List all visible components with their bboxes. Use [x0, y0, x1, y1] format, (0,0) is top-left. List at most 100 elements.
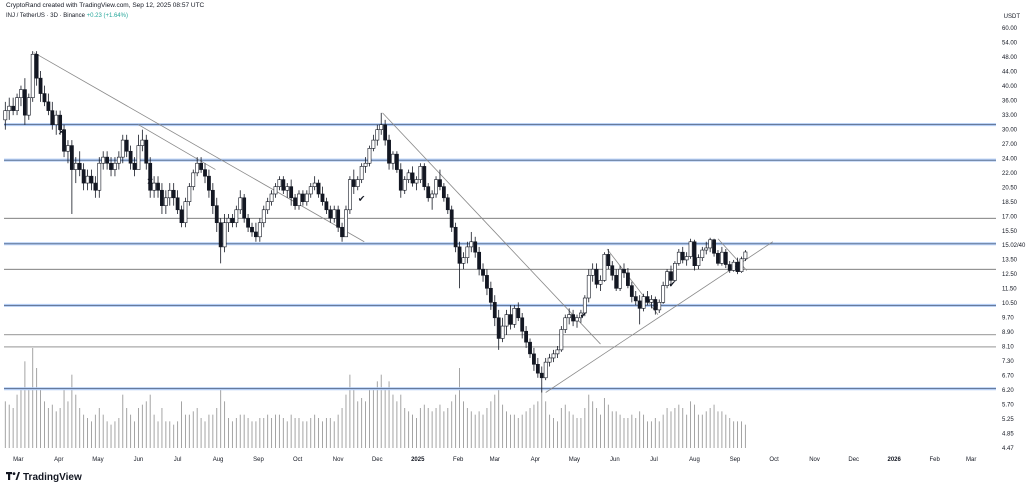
candle-down [727, 264, 732, 271]
candle-down [532, 353, 536, 365]
candle-down [207, 175, 211, 191]
candle-up [140, 139, 145, 146]
price-tick-label: 17.00 [1002, 214, 1018, 220]
candle-up [563, 317, 568, 330]
candle-down [449, 209, 454, 228]
time-tick-label: May [92, 457, 103, 463]
price-tick-label: 54.00 [1002, 40, 1018, 46]
candle-down [175, 197, 180, 211]
sell-marker: ✕ [58, 128, 66, 138]
candle-up [15, 97, 19, 111]
time-tick-label: Feb [453, 457, 464, 463]
candle-down [160, 189, 164, 206]
chart-credit: CryptoRand created with TradingView.com,… [6, 2, 205, 9]
candle-down [203, 169, 207, 177]
candle-up [238, 197, 243, 211]
candle-up [649, 299, 654, 303]
candle-down [496, 317, 501, 339]
candle-down [351, 179, 356, 187]
candle-down [606, 254, 611, 266]
candle-down [438, 179, 442, 187]
candle-down [38, 77, 43, 94]
candle-up [434, 179, 438, 195]
candle-up [85, 175, 90, 184]
candle-up [500, 325, 505, 339]
candle-down [148, 162, 153, 191]
buy-marker: ✔ [669, 280, 677, 290]
time-tick-label: Jul [174, 457, 182, 463]
time-tick-label: Jun [610, 457, 620, 463]
candle-down [716, 252, 720, 264]
candle-up [265, 201, 270, 211]
candle-down [105, 156, 110, 164]
candle-up [559, 329, 564, 351]
candle-up [73, 162, 78, 170]
candle-down [22, 89, 27, 116]
candle-down [520, 317, 525, 332]
time-tick-label: Apr [54, 457, 63, 463]
time-tick-label: Oct [293, 457, 303, 463]
candle-up [261, 209, 266, 224]
candle-up [700, 249, 705, 258]
candlesticks [3, 51, 748, 393]
candle-up [402, 179, 407, 191]
candle-up [696, 257, 701, 266]
trendline [138, 124, 216, 170]
candle-up [367, 148, 372, 164]
candle-up [708, 239, 713, 249]
price-tick-label: 30.00 [1002, 127, 1018, 133]
candle-up [297, 193, 301, 206]
price-tick-label: 36.00 [1002, 98, 1018, 104]
candle-down [11, 105, 16, 111]
candle-up [575, 317, 579, 322]
price-tick-label: 48.00 [1002, 55, 1018, 61]
candle-down [453, 226, 458, 248]
candle-up [555, 349, 560, 355]
tradingview-brand[interactable]: TradingView [6, 472, 82, 483]
candle-down [614, 275, 619, 289]
trendline [33, 52, 365, 243]
symbol-info[interactable]: INJ / TetherUS · 3D · Binance +0.23 (+1.… [6, 13, 128, 19]
candle-down [242, 197, 247, 219]
price-tick-label: 5.25 [1002, 417, 1014, 423]
price-tick-label: 15.50 [1002, 229, 1018, 235]
candle-up [344, 209, 348, 238]
candle-down [422, 166, 427, 187]
candle-down [477, 251, 482, 270]
time-tick-label: 2025 [411, 457, 425, 463]
candle-up [673, 263, 677, 281]
candle-down [516, 308, 521, 319]
candle-down [301, 193, 305, 202]
candle-up [3, 110, 8, 121]
candle-down [539, 372, 544, 379]
candle-up [418, 166, 423, 180]
candle-down [128, 150, 133, 164]
horizontal-levels [4, 123, 996, 391]
time-tick-label: Dec [848, 457, 859, 463]
candle-down [289, 186, 294, 199]
candle-up [406, 172, 411, 180]
candle-down [488, 287, 493, 303]
candle-up [120, 139, 125, 158]
candle-up [97, 162, 102, 191]
candle-up [371, 139, 376, 149]
candle-up [269, 193, 274, 202]
time-tick-label: Feb [929, 457, 940, 463]
price-tick-label: 9.70 [1002, 316, 1014, 322]
candle-up [312, 182, 317, 187]
candle-down [69, 145, 74, 170]
candle-down [629, 285, 634, 297]
candle-up [461, 257, 466, 264]
candle-up [285, 186, 290, 191]
price-tick-label: 60.00 [1002, 26, 1018, 32]
price-tick-label: 27.00 [1002, 142, 1018, 148]
candle-up [183, 201, 188, 224]
candle-up [684, 256, 689, 261]
candle-up [167, 189, 172, 199]
candle-up [430, 193, 435, 199]
candle-down [653, 299, 658, 311]
candle-down [445, 197, 450, 211]
candle-down [320, 193, 325, 202]
candle-down [735, 261, 740, 272]
